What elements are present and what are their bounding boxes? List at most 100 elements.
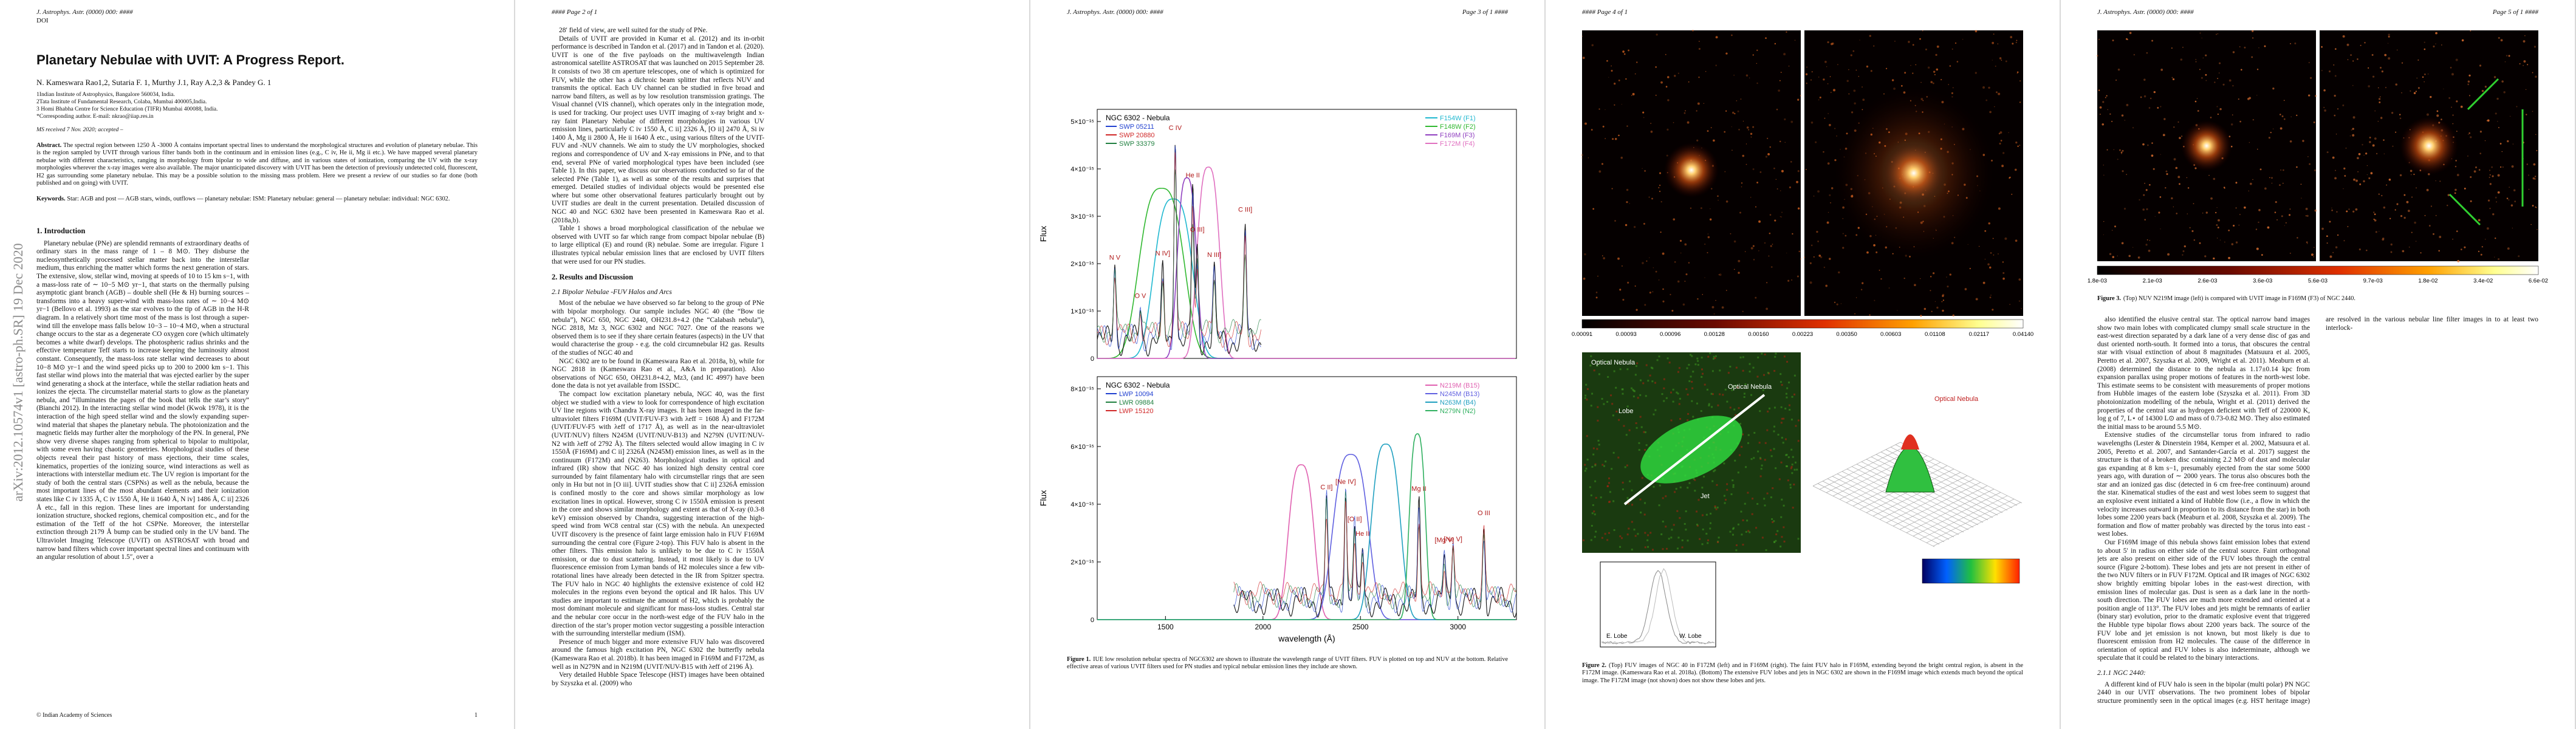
pixel [1759,410,1761,412]
star-pixel [2374,213,2376,216]
pixel [1643,431,1645,433]
star-pixel [2345,148,2347,149]
star-pixel [1581,154,1584,157]
pixel [1597,406,1599,408]
star-pixel [2344,175,2346,177]
star-pixel [1730,233,1732,234]
pixel [1783,355,1786,358]
star-pixel [2533,163,2536,166]
star-pixel [1776,108,1778,111]
pixel [1756,502,1759,505]
y-tick-label: 8×10⁻¹⁵ [1070,386,1094,393]
pixel [1688,482,1691,484]
star-pixel [1644,169,1646,172]
star-pixel [2259,168,2262,171]
star-pixel [2281,115,2284,117]
star-pixel [2323,89,2326,92]
authors: N. Kameswara Rao1,2, Sutaria F. 1, Murth… [36,78,272,87]
star-pixel [2123,208,2126,210]
mesh-line [1856,464,1979,525]
pixel [1724,502,1726,504]
star-pixel [2428,225,2431,227]
pixel [1745,531,1747,533]
pixel [1601,536,1603,539]
page-header: Page 5 of 1 #### [2492,9,2538,16]
pixel [1643,513,1646,516]
star-pixel [1988,222,1990,225]
star-pixel [2005,60,2007,63]
star-pixel [2527,174,2530,176]
star-pixel [2467,155,2469,157]
star-pixel [2139,199,2140,201]
star-pixel [1930,290,1931,292]
star-pixel [1750,247,1753,250]
star-pixel [2399,114,2401,115]
star-pixel [1646,260,1648,262]
pixel [1592,453,1595,456]
star-pixel [2199,69,2201,70]
star-pixel [1765,156,1768,158]
legend-entry: LWR 09884 [1119,399,1154,406]
pixel [1733,408,1736,411]
colorbar-tick-label: 0.00093 [1615,331,1636,338]
pixel [1773,541,1775,543]
star-pixel [2015,239,2018,242]
star-pixel [1781,216,1782,217]
star-pixel [2467,80,2470,83]
star-pixel [1827,41,1829,44]
star-pixel [2160,106,2162,108]
star-pixel [1805,169,1807,170]
star-pixel [1674,75,1676,77]
star-pixel [2279,184,2281,186]
colorbar [2097,265,2539,275]
star-pixel [1662,252,1665,255]
pixel [1690,375,1692,378]
pixel [1687,419,1689,422]
star-pixel [1831,187,1834,190]
star-pixel [2106,149,2108,151]
star-pixel [2129,32,2132,35]
pixel [1714,355,1717,357]
pixel [1658,355,1660,358]
star-pixel [1725,110,1727,112]
pixel [1626,464,1628,467]
affiliation: 1Indian Institute of Astrophysics, Banga… [36,91,175,98]
keywords: Keywords. Star: AGB and post — AGB stars… [36,196,478,203]
star-pixel [2337,108,2338,110]
star-pixel [2121,114,2124,117]
pixel [1773,430,1775,433]
pixel [1608,477,1610,479]
star-pixel [2165,170,2168,173]
pixel [1636,426,1638,429]
colorbar-tick-label: 3.6e-03 [2253,278,2272,284]
pixel [1654,409,1657,411]
legend-entry: F148W (F2) [1440,123,1476,131]
star-pixel [1581,157,1583,159]
star-pixel [1671,309,1674,312]
star-pixel [2376,152,2378,155]
pixel [1591,392,1594,395]
pixel [1687,393,1689,395]
star-pixel [2284,225,2285,226]
caption-label: Figure 1. [1067,656,1091,663]
star-pixel [1698,47,1701,50]
star-pixel [2479,131,2482,133]
star-pixel [2019,80,2021,82]
star-pixel [2346,210,2348,213]
pixel [1653,413,1655,416]
profile-label: E. Lobe [1606,633,1628,640]
star-pixel [1989,266,1992,269]
star-pixel [2507,247,2510,250]
star-pixel [2455,160,2457,162]
pixel [1707,542,1709,544]
star-pixel [1584,122,1588,125]
star-pixel [2290,116,2292,118]
star-pixel [1685,110,1686,112]
star-pixel [2346,43,2349,46]
star-pixel [1989,296,1992,298]
star-pixel [2281,215,2283,217]
star-pixel [2473,170,2476,173]
star-pixel [2264,187,2267,190]
star-pixel [1936,68,1939,71]
pixel [1710,513,1712,515]
